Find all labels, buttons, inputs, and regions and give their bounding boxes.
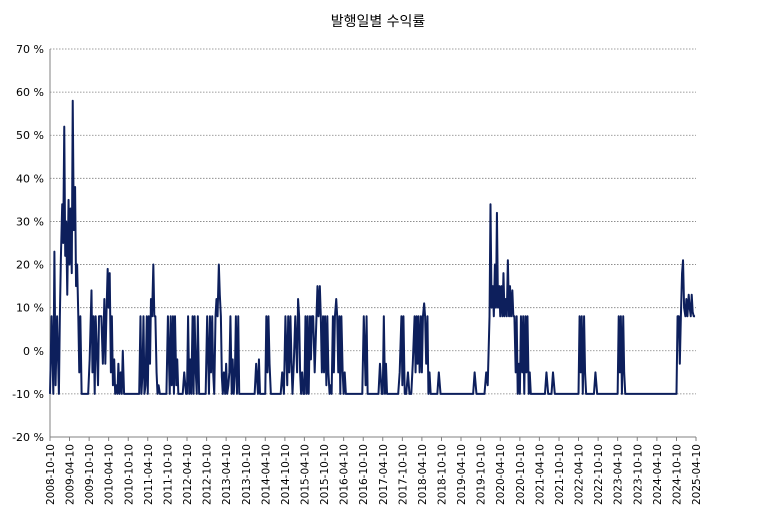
x-tick-label: 2024-04-10 — [652, 444, 664, 505]
x-tick-label: 2019-04-10 — [456, 444, 468, 505]
x-tick-label: 2010-10-10 — [123, 444, 135, 505]
x-tick-label: 2015-04-10 — [299, 444, 311, 505]
y-tick-label: -20 % — [12, 431, 44, 444]
y-tick-label: 50 % — [16, 129, 44, 142]
x-tick-label: 2016-10-10 — [358, 444, 370, 505]
x-tick-label: 2013-10-10 — [241, 444, 253, 505]
y-tick-label: 40 % — [16, 172, 44, 185]
y-tick-label: 0 % — [23, 345, 44, 358]
x-tick-label: 2008-10-10 — [45, 444, 57, 505]
x-tick-label: 2012-10-10 — [202, 444, 214, 505]
y-tick-label: 30 % — [16, 215, 44, 228]
x-tick-label: 2023-04-10 — [613, 444, 625, 505]
x-tick-label: 2012-04-10 — [182, 444, 194, 505]
x-tick-labels: 2008-10-10 2009-04-10 2009-10-10 2010-04-10… — [45, 444, 703, 505]
x-tick-label: 2014-10-10 — [280, 444, 292, 505]
y-tick-label: 10 % — [16, 302, 44, 315]
series-layer — [49, 99, 696, 395]
x-tick-label: 2024-10-10 — [671, 444, 683, 505]
y-tick-label: -10 % — [12, 388, 44, 401]
x-tick-label: 2020-10-10 — [515, 444, 527, 505]
x-tick-label: 2014-04-10 — [260, 444, 272, 505]
y-tick-labels: -20 % -10 % 0 % 10 % 20 % 30 % 40 % 50 % 60 % 70 … — [12, 43, 44, 444]
x-tick-label: 2018-10-10 — [437, 444, 449, 505]
x-tick-label: 2011-04-10 — [143, 444, 155, 505]
x-tick-label: 2016-04-10 — [339, 444, 351, 505]
x-tick-label: 2011-10-10 — [162, 444, 174, 505]
x-tick-label: 2019-10-10 — [476, 444, 488, 505]
x-tick-label: 2010-04-10 — [104, 444, 116, 505]
x-tick-label: 2021-10-10 — [554, 444, 566, 505]
y-tick-label: 60 % — [16, 86, 44, 99]
x-tick-label: 2013-04-10 — [221, 444, 233, 505]
x-tick-label: 2017-04-10 — [378, 444, 390, 505]
x-tick-label: 2009-04-10 — [65, 444, 77, 505]
x-tick-label: 2015-10-10 — [319, 444, 331, 505]
x-tick-label: 2017-10-10 — [397, 444, 409, 505]
x-tick-label: 2022-04-10 — [574, 444, 586, 505]
x-tick-label: 2018-04-10 — [417, 444, 429, 505]
y-tick-label: 70 % — [16, 43, 44, 56]
chart-title: 발행일별 수익률 — [331, 14, 426, 30]
x-tick-label: 2025-04-10 — [691, 444, 703, 505]
x-tick-label: 2020-04-10 — [495, 444, 507, 505]
series-line — [49, 99, 696, 395]
y-tick-label: 20 % — [16, 259, 44, 272]
x-tick-label: 2009-10-10 — [84, 444, 96, 505]
x-tick-label: 2021-04-10 — [534, 444, 546, 505]
x-tick-label: 2023-10-10 — [632, 444, 644, 505]
x-tick-label: 2022-10-10 — [593, 444, 605, 505]
